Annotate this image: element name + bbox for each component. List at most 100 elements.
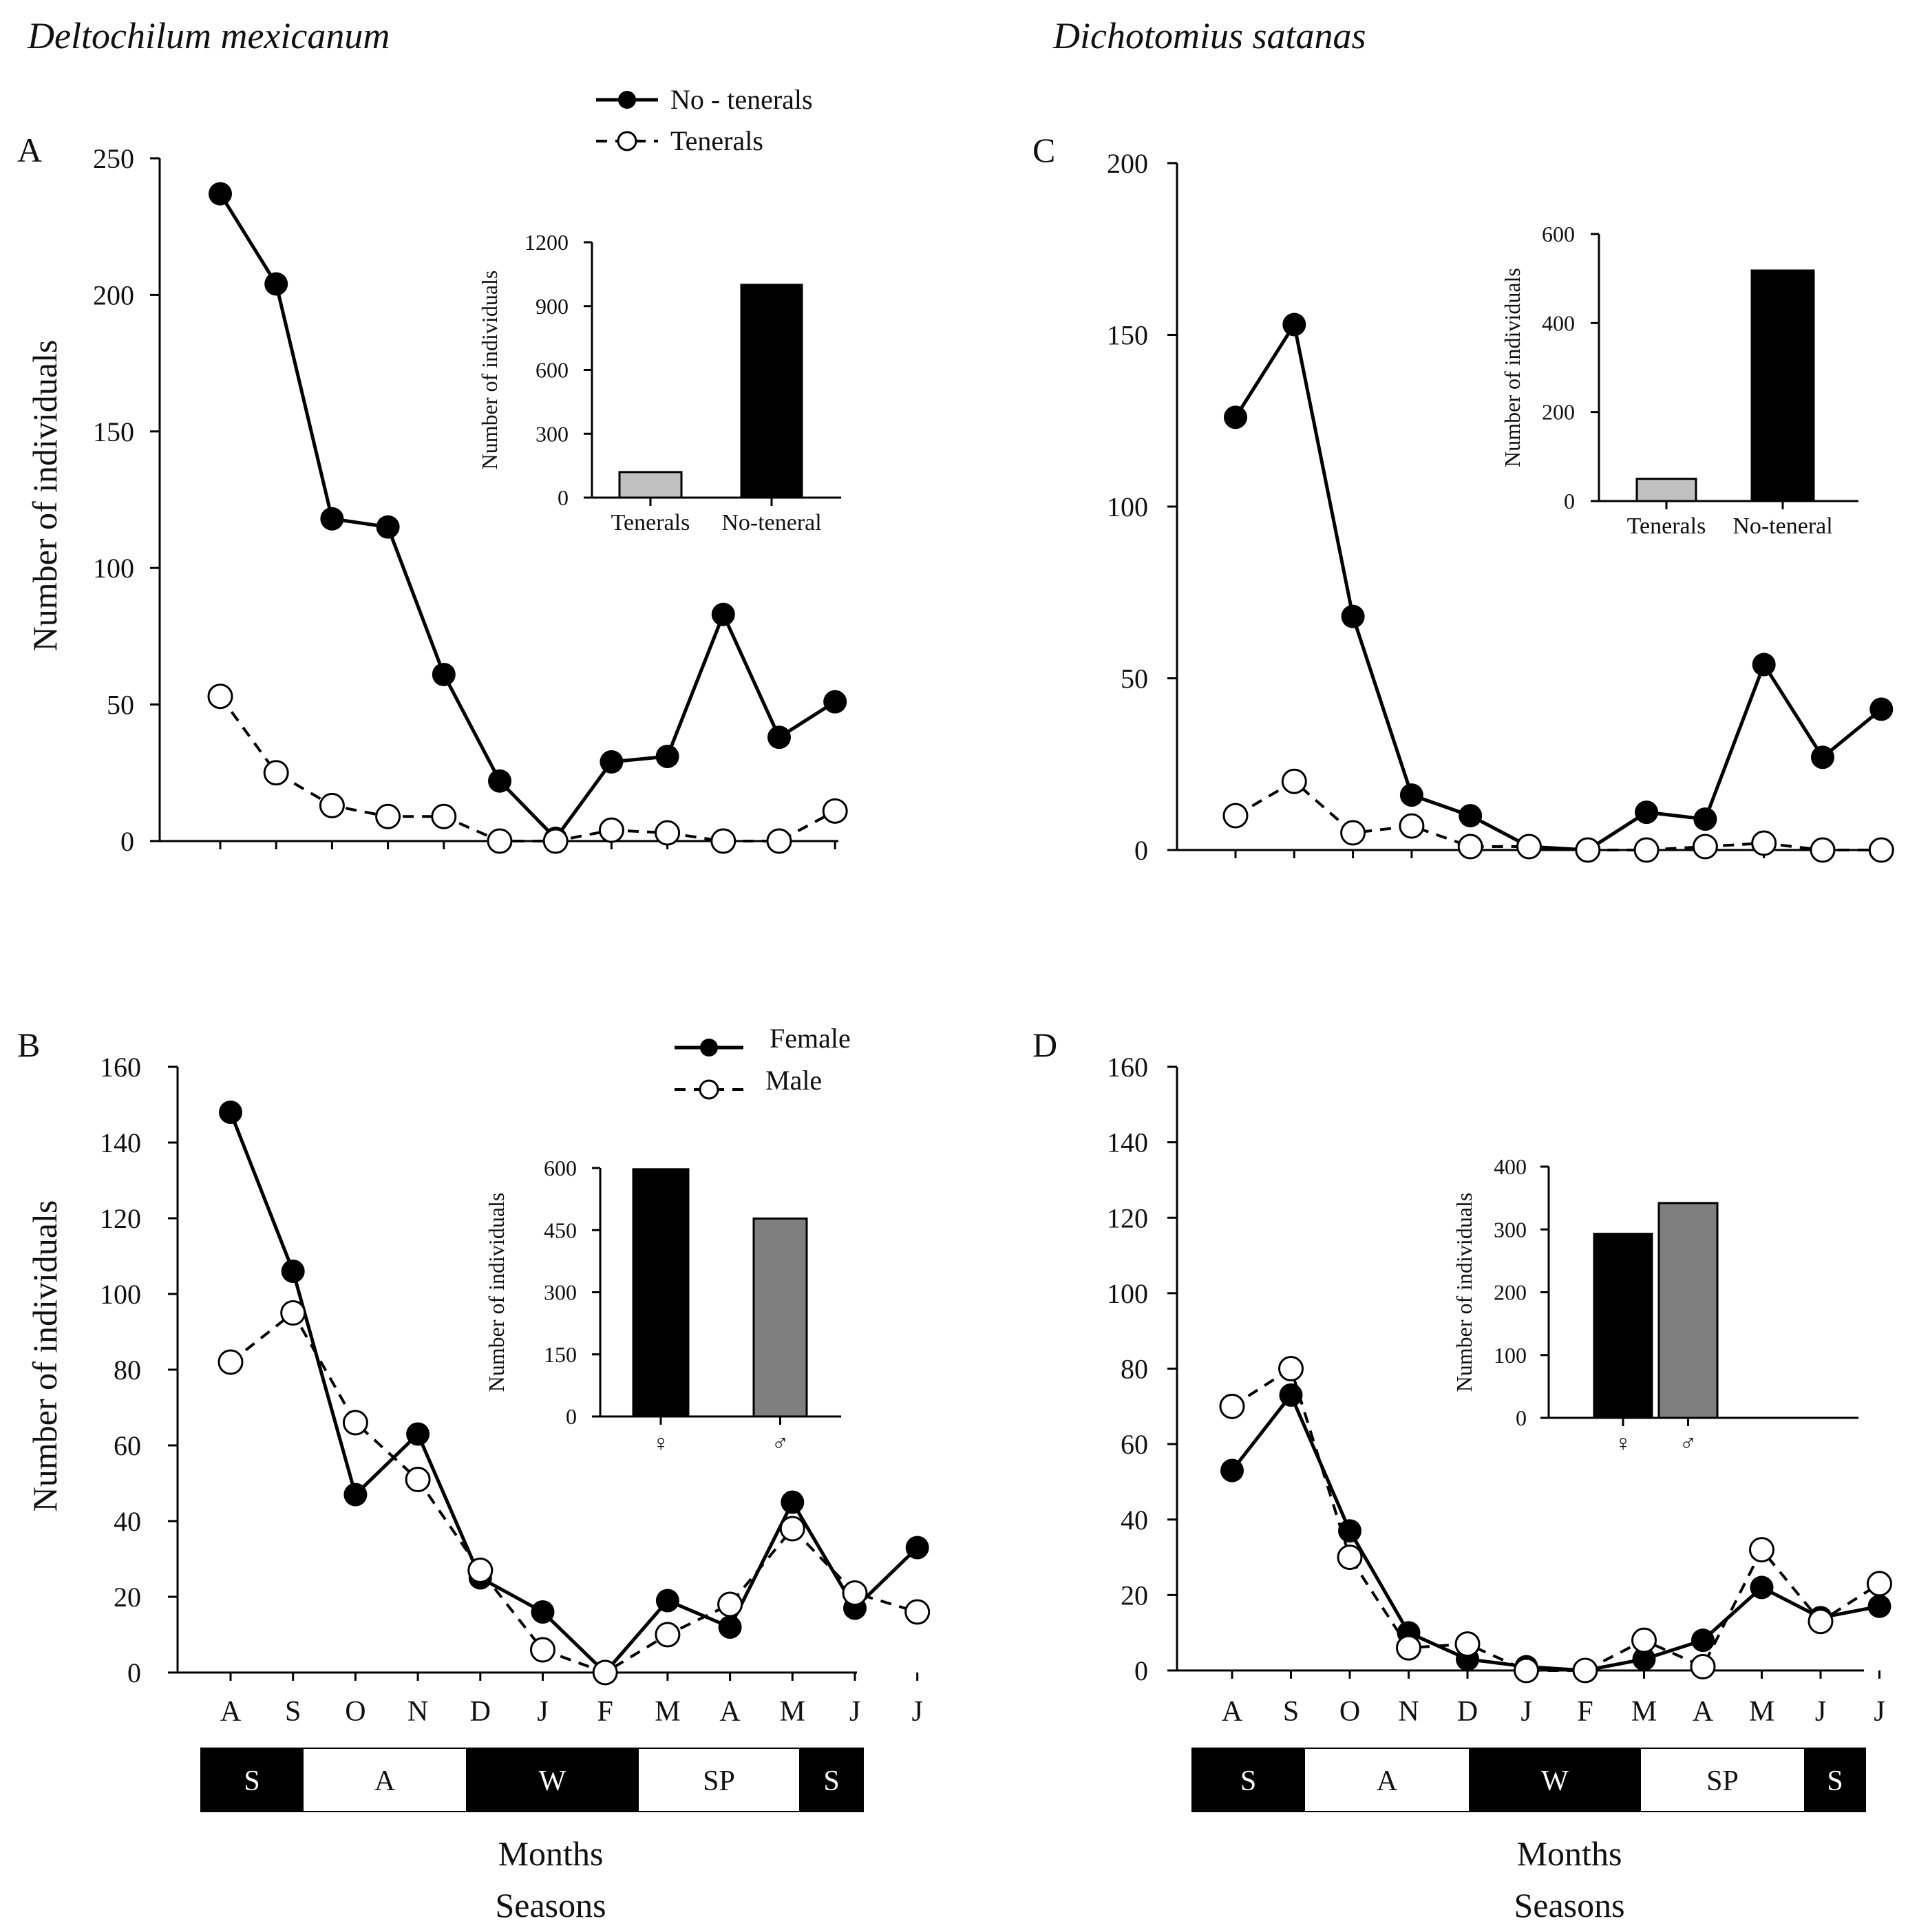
season-block	[1640, 1748, 1805, 1812]
data-point-filled	[1220, 1458, 1244, 1483]
season-label: S	[1827, 1765, 1843, 1797]
data-point-filled	[767, 725, 791, 750]
data-point-open	[1692, 834, 1718, 860]
month-label: D	[470, 1696, 491, 1728]
data-point-open	[1514, 1657, 1539, 1684]
month-label: S	[285, 1696, 301, 1728]
data-point-open	[1399, 813, 1425, 839]
data-point-filled	[1752, 652, 1776, 677]
season-block	[799, 1748, 864, 1812]
data-point-open	[655, 820, 681, 846]
data-point-open	[319, 792, 345, 818]
month-label: A	[719, 1696, 741, 1728]
y-tick-label: 160	[1107, 1052, 1148, 1083]
data-point-open	[1278, 1356, 1304, 1381]
data-point-filled	[600, 750, 624, 774]
y-tick-label: 20	[1121, 1580, 1148, 1611]
data-point-open	[1340, 820, 1366, 846]
y-tick-label: 50	[107, 690, 134, 721]
series-line-tenerals	[219, 695, 836, 842]
inset-a: 0 300 600 900 1200 Number of individuals Tener…	[477, 230, 841, 535]
data-point-open	[1810, 837, 1836, 863]
month-label: J	[1815, 1696, 1826, 1728]
series-line-male	[229, 1310, 918, 1675]
legend-label-male: Male	[765, 1065, 822, 1096]
inset-category-label: Tenerals	[611, 510, 690, 535]
month-label: A	[1693, 1696, 1714, 1728]
data-point-open	[710, 828, 736, 854]
month-label: F	[597, 1696, 613, 1728]
season-block	[302, 1748, 467, 1812]
inset-y-tick-label: 300	[536, 421, 569, 446]
data-point-filled	[1693, 807, 1717, 831]
y-tick-label: 100	[100, 1279, 141, 1310]
legend-dashed-marker	[617, 131, 637, 151]
month-label: J	[537, 1696, 548, 1728]
data-point-filled	[531, 1600, 555, 1624]
y-tick-label: 140	[1107, 1127, 1148, 1158]
series-line-female	[229, 1112, 919, 1675]
season-label: W	[1541, 1765, 1569, 1797]
season-block	[466, 1748, 639, 1812]
y-tick-label: 80	[114, 1355, 141, 1386]
inset-y-tick-label: 450	[544, 1218, 577, 1242]
legend-label-tenerals: Tenerals	[670, 125, 763, 156]
y-tick-label: 20	[114, 1582, 141, 1613]
data-point-open	[487, 828, 513, 854]
data-point-open	[598, 817, 624, 843]
month-label: M	[1749, 1696, 1774, 1728]
y-tick-label: 100	[1107, 1278, 1148, 1309]
x-axis-subtitle-left: Seasons	[495, 1886, 606, 1924]
panel-label-a: A	[17, 131, 42, 169]
data-point-open	[1868, 837, 1894, 863]
data-point-open	[375, 803, 401, 829]
data-point-open	[431, 803, 457, 829]
season-block	[1304, 1748, 1470, 1812]
data-point-open	[655, 1622, 681, 1648]
inset-b: 0 150 300 450 600 Number of individuals ♀ ♂	[484, 1156, 841, 1456]
season-block	[637, 1748, 801, 1812]
data-point-open	[342, 1410, 368, 1436]
season-label: S	[823, 1765, 839, 1797]
inset-y-tick-label: 0	[566, 1404, 577, 1429]
month-label: J	[849, 1696, 860, 1728]
month-label: N	[1398, 1696, 1419, 1728]
series-line-no-tenerals	[218, 193, 836, 841]
inset-y-tick-label: 200	[1542, 400, 1575, 425]
data-point-open	[717, 1591, 743, 1617]
data-point-filled	[376, 515, 400, 539]
y-tick-label: 60	[1121, 1429, 1148, 1460]
legend-label-no-tenerals: No - tenerals	[670, 84, 813, 115]
data-point-filled	[488, 769, 511, 793]
y-tick-label: 40	[114, 1506, 141, 1537]
inset-category-label: No-teneral	[1732, 513, 1832, 539]
inset-c: 0 200 400 600 Number of individuals Tenerals N…	[1500, 222, 1858, 539]
data-point-open	[1749, 1537, 1774, 1563]
month-label: F	[1577, 1696, 1593, 1728]
data-point-open	[263, 760, 289, 786]
data-point-open	[1281, 768, 1307, 794]
data-point-open	[1633, 837, 1660, 863]
inset-y-axis-title: Number of individuals	[484, 1193, 509, 1392]
y-tick-label: 0	[1134, 835, 1148, 866]
y-axis-title-a: Number of individuals	[25, 340, 64, 652]
season-label: S	[244, 1765, 259, 1797]
legend-male-marker	[699, 1079, 719, 1100]
season-block	[1191, 1748, 1305, 1812]
panel-d: 0 20 40 60 80 100 120 140 160 A S O N D J F M A M J J S A W SP S 0…	[1107, 1052, 1892, 1812]
season-block	[1804, 1748, 1866, 1812]
inset-category-label: ♀	[1614, 1431, 1632, 1456]
data-point-filled	[320, 507, 344, 531]
data-point-filled	[1632, 1647, 1656, 1671]
panel-c: 0 50 100 150 200 0 200 400 600 Number of individu…	[1107, 148, 1894, 866]
series-line-tenerals	[1234, 779, 1882, 851]
data-point-open	[1690, 1654, 1716, 1680]
data-point-open	[1572, 1657, 1598, 1684]
data-point-filled	[905, 1536, 929, 1560]
x-axis-title-right: Months	[1517, 1834, 1622, 1873]
inset-y-tick-label: 150	[544, 1342, 577, 1367]
y-tick-label: 150	[93, 416, 134, 447]
y-tick-label: 60	[114, 1430, 141, 1461]
